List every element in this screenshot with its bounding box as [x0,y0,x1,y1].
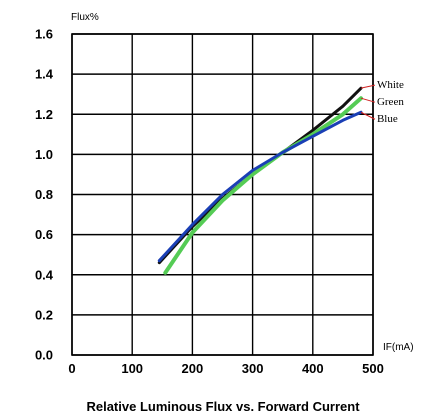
x-tick-label: 0 [68,361,75,376]
data-point [341,119,345,122]
series-lines [157,86,363,275]
data-point [311,129,314,132]
data-point [221,193,224,196]
x-tick-label: 400 [302,361,324,376]
grid [71,33,374,356]
x-axis-label: IF(mA) [383,342,414,353]
labels: 0.0 0.2 0.4 0.6 0.8 1.0 1.2 1.4 1.6 0 100 200 300 400… [35,27,404,377]
x-tick-label: 500 [362,361,384,376]
data-point [251,173,254,176]
y-axis-label: Flux% [71,12,99,23]
data-point [251,169,254,172]
series-line-blue [157,110,363,263]
y-tick-label: 0.4 [35,267,54,282]
data-point [191,231,194,234]
data-point [341,105,345,108]
y-tick-label: 0.2 [35,307,53,322]
series-line-green [163,96,363,275]
data-point [158,261,161,264]
data-point [191,223,194,226]
y-tick-label: 1.0 [35,147,53,162]
x-tick-label: 100 [121,361,143,376]
data-point [341,113,345,116]
legend-label-green: Green [377,96,404,108]
legend-label-white: White [377,79,404,91]
y-tick-label: 1.6 [35,27,53,42]
legend-leader [360,97,376,103]
data-point [158,259,161,262]
y-tick-label: 0.8 [35,187,53,202]
chart-title: Relative Luminous Flux vs. Forward Curre… [86,399,360,414]
y-tick-label: 1.2 [35,107,53,122]
data-point [221,199,224,202]
legend-leader [360,111,376,120]
x-tick-label: 200 [182,361,204,376]
x-tick-label: 300 [242,361,264,376]
y-tick-label: 1.4 [35,67,54,82]
y-tick-label: 0.6 [35,227,53,242]
y-tick-label: 0.0 [35,348,53,363]
legend-label-blue: Blue [377,113,398,125]
data-point [311,135,314,138]
legend-leader [360,84,376,89]
data-point [164,271,167,274]
data-point [281,151,284,154]
